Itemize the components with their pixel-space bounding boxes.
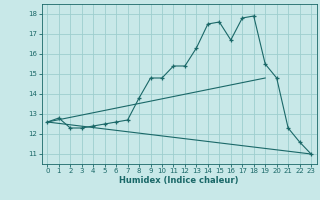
X-axis label: Humidex (Indice chaleur): Humidex (Indice chaleur) [119, 176, 239, 185]
